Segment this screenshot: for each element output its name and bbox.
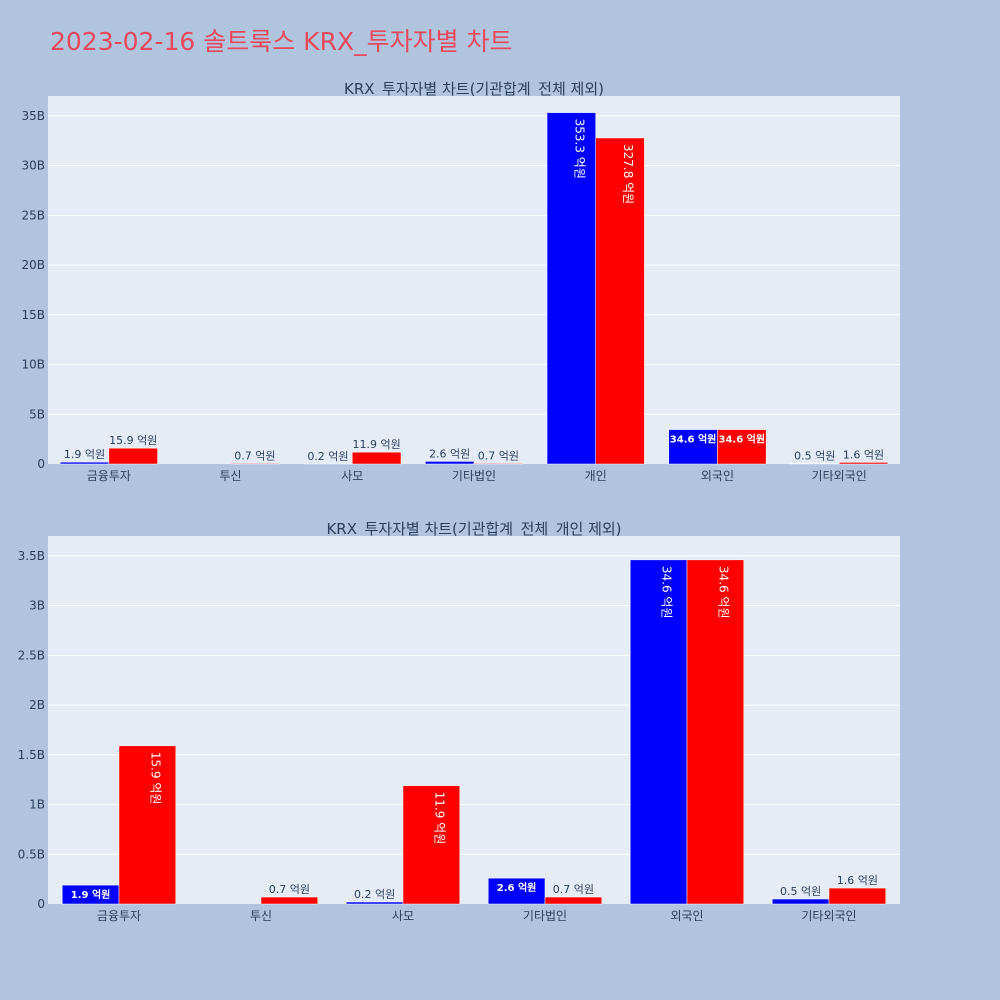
x-tick-label: 외국인 — [670, 909, 703, 923]
x-tick-label: 사모 — [392, 909, 414, 923]
y-tick-label: 5B — [29, 407, 45, 421]
chart-title: KRX_투자자별 차트(기관합계_전체 제외) — [344, 80, 604, 99]
chart-2: KRX_투자자별 차트(기관합계_전체_개인 제외) 0 0.5B 1B 1.5B 2B 2… — [18, 520, 900, 923]
bar — [473, 463, 523, 465]
y-tick-label: 1.5B — [18, 748, 45, 762]
data-label-group: 15.9 억원 — [148, 752, 162, 805]
y-tick-label: 0 — [37, 897, 45, 911]
bar — [546, 112, 596, 465]
chart-title: KRX_투자자별 차트(기관합계_전체_개인 제외) — [326, 520, 621, 539]
bar — [59, 461, 110, 465]
bar — [108, 447, 158, 465]
data-label: 34.6 억원 — [716, 566, 730, 619]
x-tick-label: 외국인 — [701, 469, 734, 483]
data-label: 0.5 억원 — [794, 450, 835, 463]
data-label: 34.6 억원 — [718, 433, 765, 446]
y-tick-label: 2.5B — [18, 648, 45, 662]
bar — [771, 898, 830, 905]
plot-area — [48, 536, 900, 904]
x-tick-label: 사모 — [341, 469, 363, 483]
data-label: 1.9 억원 — [71, 888, 111, 901]
page-title: 2023-02-16 솔트룩스 KRX_투자자별 차트 — [50, 27, 513, 56]
x-tick-label: 기타법인 — [452, 469, 496, 483]
bar — [230, 463, 280, 465]
data-label: 2.6 억원 — [429, 447, 470, 460]
bar — [425, 461, 475, 465]
data-label-group: 327.8 억원 — [621, 144, 635, 204]
y-tick-label: 3.5B — [18, 549, 45, 563]
x-tick-label: 개인 — [585, 469, 607, 483]
y-tick-label: 1B — [29, 798, 45, 812]
data-label: 1.6 억원 — [843, 448, 884, 461]
data-label-group: 353.3 억원 — [572, 119, 586, 179]
bar — [668, 429, 718, 465]
data-label: 0.7 억원 — [269, 883, 310, 896]
plot-area — [48, 96, 900, 464]
data-label: 2.6 억원 — [497, 881, 537, 894]
bar — [828, 887, 887, 905]
data-label: 0.7 억원 — [553, 883, 594, 896]
bar — [345, 901, 404, 905]
data-label: 15.9 억원 — [109, 434, 157, 447]
bar — [544, 896, 603, 905]
x-tick-label: 투신 — [220, 469, 242, 483]
y-tick-label: 2B — [29, 698, 45, 712]
bar — [717, 429, 767, 465]
y-tick-label: 25B — [21, 208, 45, 222]
y-tick-label: 10B — [21, 358, 45, 372]
data-label: 327.8 억원 — [621, 144, 635, 204]
bar — [260, 896, 319, 905]
y-tick-label: 20B — [21, 258, 45, 272]
data-label: 1.9 억원 — [64, 448, 105, 461]
x-tick-label: 기타외국인 — [812, 469, 867, 483]
bar — [118, 745, 177, 905]
data-label: 11.9 억원 — [432, 792, 446, 845]
data-label-group: 11.9 억원 — [432, 792, 446, 845]
x-tick-label: 기타외국인 — [801, 909, 856, 923]
data-label: 34.6 억원 — [670, 433, 717, 446]
x-tick-label: 금융투자 — [87, 469, 131, 483]
data-label: 0.7 억원 — [478, 449, 519, 462]
bar — [686, 559, 745, 905]
chart-1: KRX_투자자별 차트(기관합계_전체 제외) 0 5B 10B 15B 20B 25B 30… — [21, 80, 900, 483]
bar — [838, 462, 889, 465]
data-label-group: 34.6 억원 — [716, 566, 730, 619]
data-label: 353.3 억원 — [572, 119, 586, 179]
y-tick-label: 0.5B — [18, 847, 45, 861]
y-tick-label: 15B — [21, 308, 45, 322]
x-tick-label: 투신 — [250, 909, 272, 923]
bar — [352, 451, 402, 465]
y-tick-label: 0 — [37, 457, 45, 471]
data-label: 15.9 억원 — [148, 752, 162, 805]
bar — [595, 137, 645, 465]
data-label-group: 34.6 억원 — [660, 566, 674, 619]
y-tick-label: 35B — [21, 109, 45, 123]
y-tick-label: 3B — [29, 599, 45, 613]
x-tick-label: 기타법인 — [523, 909, 567, 923]
data-label: 0.7 억원 — [234, 449, 275, 462]
data-label: 0.2 억원 — [354, 888, 395, 901]
data-label: 11.9 억원 — [353, 438, 401, 451]
bar — [487, 877, 546, 905]
x-tick-label: 금융투자 — [97, 909, 141, 923]
data-label: 0.2 억원 — [307, 450, 348, 463]
y-tick-label: 30B — [21, 159, 45, 173]
data-label: 1.6 억원 — [837, 874, 878, 887]
bar — [629, 559, 688, 905]
data-label: 0.5 억원 — [780, 885, 821, 898]
data-label: 34.6 억원 — [660, 566, 674, 619]
bar — [402, 785, 461, 905]
